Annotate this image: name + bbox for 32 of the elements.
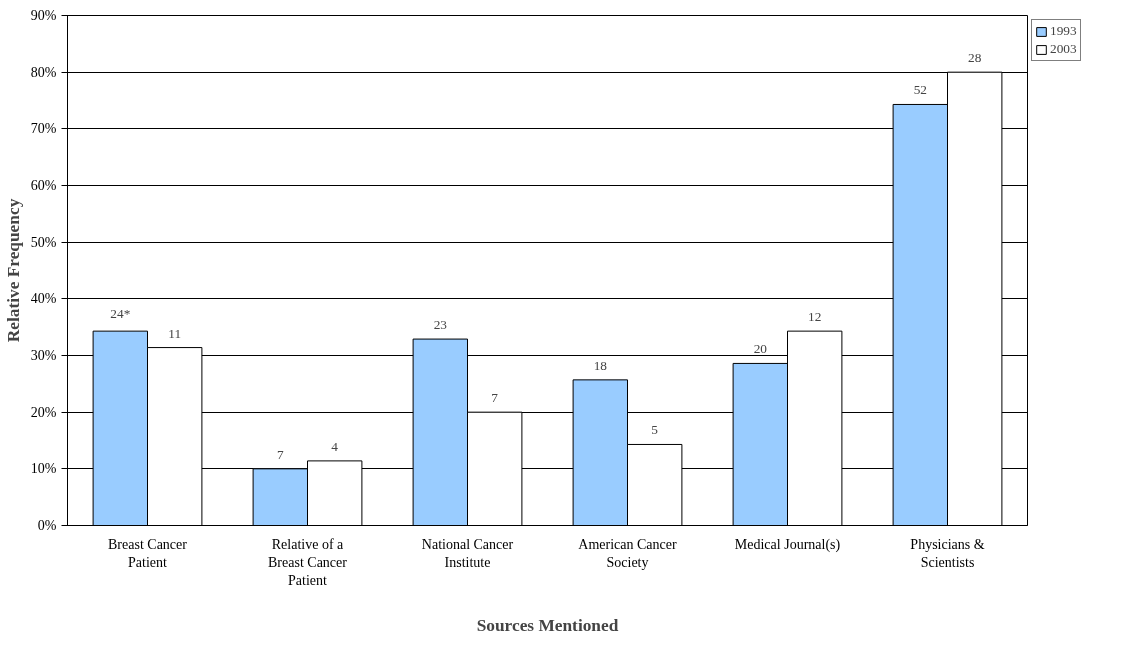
annotation: 20	[753, 341, 768, 357]
y-tick-label: 10%	[30, 461, 57, 477]
legend-label: 1993	[1050, 23, 1077, 39]
y-tick-label: 40%	[30, 291, 57, 307]
x-tick-label: Physicians & Scientists	[910, 536, 985, 570]
annotation: 5	[651, 422, 659, 438]
y-axis-title: Relative Frequency	[3, 198, 23, 343]
annotation: 52	[913, 82, 927, 98]
annotation: 24*	[110, 306, 131, 322]
x-tick-label: National Cancer Institute	[421, 536, 514, 570]
annotation: 7	[491, 390, 499, 406]
x-tick-label: Medical Journal(s)	[734, 536, 841, 553]
legend-label: 2003	[1050, 41, 1077, 57]
annotation: 23	[433, 317, 448, 333]
y-tick-label: 30%	[30, 348, 57, 363]
annotation: 7	[276, 446, 284, 462]
y-tick-label: 90%	[30, 8, 57, 23]
x-tick-label: Relative of a Breast Cancer Patient	[268, 536, 348, 588]
x-tick-label: Breast Cancer Patient	[108, 536, 188, 570]
annotation: 12	[808, 309, 822, 325]
y-tick-label: 50%	[30, 234, 57, 250]
y-tick-label: 20%	[30, 404, 57, 420]
annotation: 28	[968, 50, 982, 66]
annotation: 18	[593, 357, 608, 373]
x-tick-label: American Cancer Society	[578, 536, 678, 570]
annotation: 4	[331, 438, 339, 454]
y-tick-label: 80%	[30, 64, 57, 80]
y-tick-label: 0%	[37, 518, 57, 533]
y-tick-label: 70%	[30, 121, 57, 137]
y-tick-label: 60%	[30, 178, 57, 193]
annotation: 11	[168, 325, 182, 341]
x-axis-title: Sources Mentioned	[476, 615, 619, 635]
